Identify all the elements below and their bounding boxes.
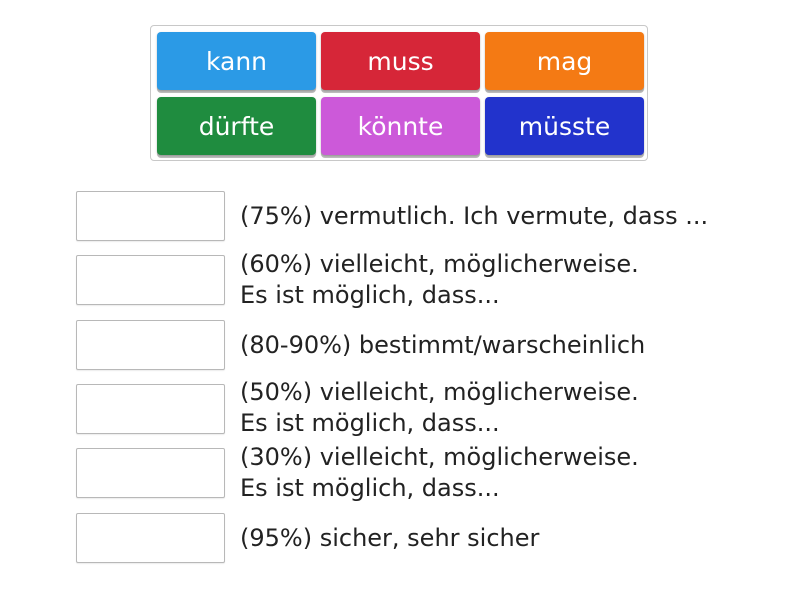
prompt-line: (50%) vielleicht, möglicherweise. bbox=[240, 378, 639, 406]
word-tile-mag[interactable]: mag bbox=[485, 32, 644, 90]
match-prompt: (50%) vielleicht, möglicherweise. Es ist… bbox=[240, 376, 780, 440]
prompt-line: (60%) vielleicht, möglicherweise. bbox=[240, 250, 639, 278]
answer-drop-box[interactable] bbox=[76, 513, 225, 563]
word-tile-duerfte[interactable]: dürfte bbox=[157, 97, 316, 155]
prompt-line: (30%) vielleicht, möglicherweise. bbox=[240, 443, 639, 471]
match-prompt: (30%) vielleicht, möglicherweise. Es ist… bbox=[240, 441, 780, 505]
answer-drop-box[interactable] bbox=[76, 384, 225, 434]
answer-drop-box[interactable] bbox=[76, 191, 225, 241]
word-tile-kann[interactable]: kann bbox=[157, 32, 316, 90]
prompt-line: (80-90%) bestimmt/warscheinlich bbox=[240, 330, 646, 359]
word-tile-muesste[interactable]: müsste bbox=[485, 97, 644, 155]
prompt-line: Es ist möglich, dass... bbox=[240, 281, 500, 309]
prompt-line: (75%) vermutlich. Ich vermute, dass ... bbox=[240, 201, 709, 230]
answer-drop-box[interactable] bbox=[76, 448, 225, 498]
prompt-line: Es ist möglich, dass... bbox=[240, 474, 500, 502]
prompt-line: Es ist möglich, dass... bbox=[240, 409, 500, 437]
match-prompt: (60%) vielleicht, möglicherweise. Es ist… bbox=[240, 248, 780, 312]
match-prompt: (80-90%) bestimmt/warscheinlich bbox=[240, 320, 780, 370]
prompt-line: (95%) sicher, sehr sicher bbox=[240, 523, 540, 552]
answer-drop-box[interactable] bbox=[76, 255, 225, 305]
answer-drop-box[interactable] bbox=[76, 320, 225, 370]
match-prompt: (95%) sicher, sehr sicher bbox=[240, 513, 780, 563]
word-tile-koennte[interactable]: könnte bbox=[321, 97, 480, 155]
word-bank: kann muss mag dürfte könnte müsste bbox=[150, 25, 648, 161]
word-tile-muss[interactable]: muss bbox=[321, 32, 480, 90]
match-prompt: (75%) vermutlich. Ich vermute, dass ... bbox=[240, 191, 780, 241]
